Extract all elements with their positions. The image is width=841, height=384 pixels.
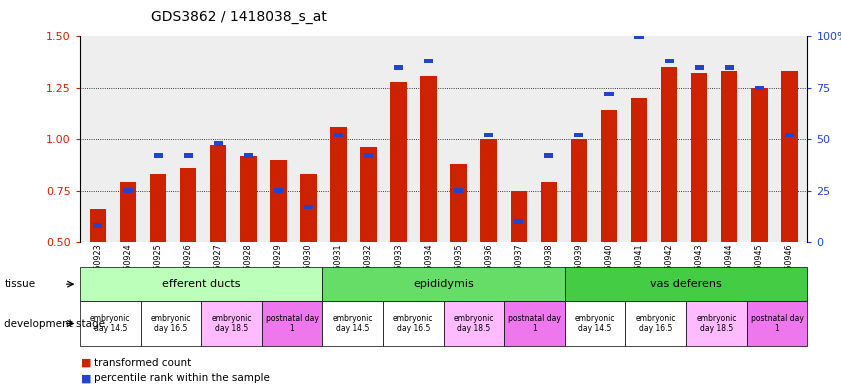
Bar [119, 182, 136, 242]
Text: ■: ■ [81, 358, 91, 368]
Text: postnatal day
1: postnatal day 1 [266, 314, 319, 333]
Bar [214, 141, 223, 146]
Bar [424, 59, 433, 63]
Bar [390, 82, 407, 242]
Bar [334, 133, 343, 137]
Bar [210, 146, 226, 242]
Bar [600, 111, 617, 242]
Text: development stage: development stage [4, 318, 105, 329]
Bar [690, 73, 707, 242]
Text: embryonic
day 14.5: embryonic day 14.5 [575, 314, 616, 333]
Bar [565, 267, 807, 301]
Text: transformed count: transformed count [94, 358, 192, 368]
Bar [150, 174, 167, 242]
Bar [634, 34, 643, 39]
Bar [544, 153, 553, 158]
Bar [721, 71, 738, 242]
Bar [262, 301, 322, 346]
Bar [686, 301, 747, 346]
Bar [304, 205, 313, 209]
Bar [626, 301, 686, 346]
Text: tissue: tissue [4, 279, 35, 289]
Bar [631, 98, 648, 242]
Text: vas deferens: vas deferens [650, 279, 722, 289]
Text: embryonic
day 18.5: embryonic day 18.5 [453, 314, 495, 333]
Bar [751, 88, 768, 242]
Bar [514, 219, 523, 223]
Bar [270, 160, 287, 242]
Bar [300, 174, 316, 242]
Bar [505, 301, 565, 346]
Bar [140, 301, 201, 346]
Bar [183, 153, 193, 158]
Bar [274, 188, 283, 193]
Bar [451, 164, 467, 242]
Bar [454, 188, 463, 193]
Text: postnatal day
1: postnatal day 1 [508, 314, 561, 333]
Bar [444, 301, 505, 346]
Bar [781, 71, 797, 242]
Bar [661, 67, 677, 242]
Bar [383, 301, 443, 346]
Bar [364, 153, 373, 158]
Bar [725, 65, 733, 70]
Text: GDS3862 / 1418038_s_at: GDS3862 / 1418038_s_at [151, 10, 327, 23]
Bar [571, 139, 587, 242]
Bar [90, 209, 106, 242]
Bar [80, 267, 322, 301]
Bar [754, 86, 764, 90]
Bar [484, 133, 494, 137]
Text: embryonic
day 14.5: embryonic day 14.5 [332, 314, 373, 333]
Bar [360, 147, 377, 242]
Bar [154, 153, 162, 158]
Bar [80, 301, 140, 346]
Bar [695, 65, 704, 70]
Bar [480, 139, 497, 242]
Bar [322, 301, 383, 346]
Bar [565, 301, 626, 346]
Bar [510, 190, 527, 242]
Text: epididymis: epididymis [413, 279, 474, 289]
Text: postnatal day
1: postnatal day 1 [751, 314, 803, 333]
Text: embryonic
day 16.5: embryonic day 16.5 [151, 314, 191, 333]
Text: embryonic
day 14.5: embryonic day 14.5 [90, 314, 130, 333]
Text: embryonic
day 18.5: embryonic day 18.5 [211, 314, 251, 333]
Bar [244, 153, 253, 158]
Bar [605, 92, 613, 96]
Bar [93, 223, 103, 228]
Text: efferent ducts: efferent ducts [161, 279, 241, 289]
Text: ■: ■ [81, 373, 91, 383]
Bar [664, 59, 674, 63]
Bar [331, 127, 346, 242]
Text: embryonic
day 18.5: embryonic day 18.5 [696, 314, 737, 333]
Bar [420, 76, 436, 242]
Bar [124, 188, 133, 193]
Bar [180, 168, 197, 242]
Bar [322, 267, 565, 301]
Bar [201, 301, 262, 346]
Text: percentile rank within the sample: percentile rank within the sample [94, 373, 270, 383]
Bar [574, 133, 584, 137]
Text: embryonic
day 16.5: embryonic day 16.5 [393, 314, 434, 333]
Bar [240, 156, 257, 242]
Bar [747, 301, 807, 346]
Bar [394, 65, 403, 70]
Text: embryonic
day 16.5: embryonic day 16.5 [636, 314, 676, 333]
Bar [785, 133, 794, 137]
Bar [541, 182, 557, 242]
